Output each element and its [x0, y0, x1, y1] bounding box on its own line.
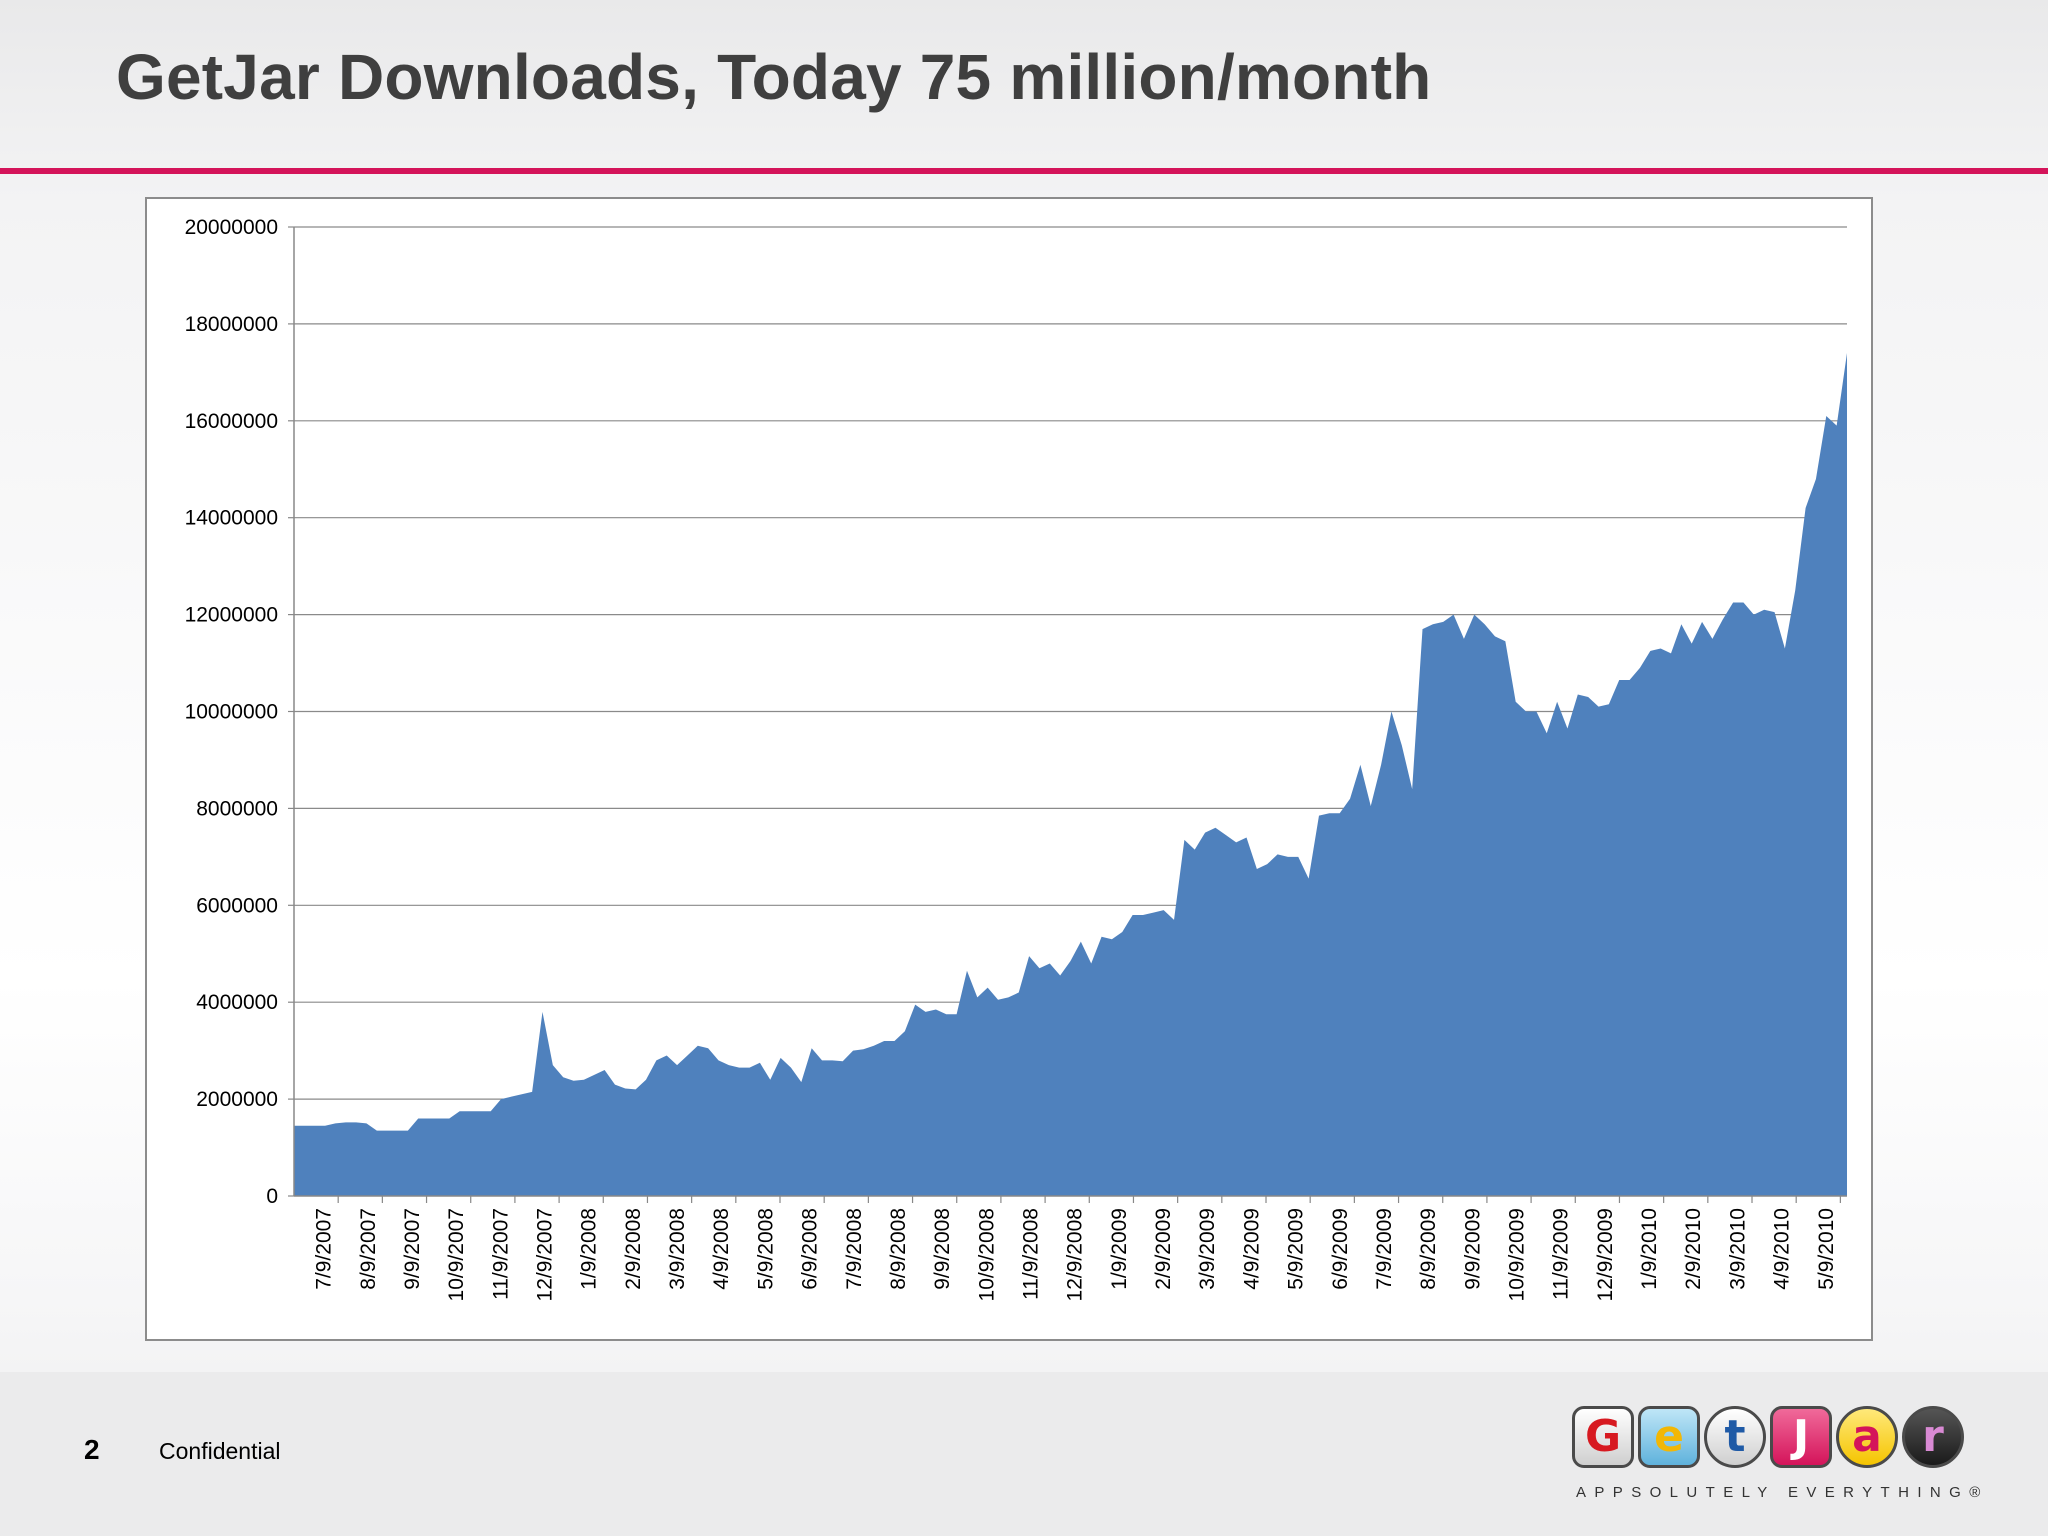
logo-letter-g: G — [1584, 1411, 1622, 1462]
logo-letter-r: r — [1922, 1411, 1944, 1462]
x-tick-label-19: 2/9/2009 — [1152, 1208, 1175, 1290]
x-tick-label-32: 3/9/2010 — [1726, 1208, 1749, 1290]
x-tick-label-34: 5/9/2010 — [1815, 1208, 1838, 1290]
title-accent-rule — [0, 168, 2048, 174]
x-tick-label-15: 10/9/2008 — [975, 1208, 998, 1301]
y-tick-label-1: 2000000 — [196, 1088, 278, 1111]
x-tick-label-5: 12/9/2007 — [533, 1208, 556, 1301]
x-tick-label-20: 3/9/2009 — [1196, 1208, 1219, 1290]
x-tick-label-27: 10/9/2009 — [1506, 1208, 1529, 1301]
x-tick-label-6: 1/9/2008 — [578, 1208, 601, 1290]
y-tick-label-8: 16000000 — [185, 410, 278, 433]
logo-tile-g: G — [1572, 1406, 1634, 1468]
x-tick-label-30: 1/9/2010 — [1638, 1208, 1661, 1290]
logo-tagline: APPSOLUTELY EVERYTHING® — [1576, 1484, 1989, 1501]
y-tick-label-9: 18000000 — [185, 313, 278, 336]
x-tick-label-10: 5/9/2008 — [754, 1208, 777, 1290]
logo-tile-r: r — [1902, 1406, 1964, 1468]
x-tick-label-23: 6/9/2009 — [1329, 1208, 1352, 1290]
x-tick-label-0: 7/9/2007 — [313, 1208, 336, 1290]
logo-letter-e: e — [1654, 1411, 1684, 1462]
logo-tile-t: t — [1704, 1406, 1766, 1468]
x-tick-label-29: 12/9/2009 — [1594, 1208, 1617, 1301]
slide-title: GetJar Downloads, Today 75 million/month — [116, 41, 1432, 113]
x-tick-label-11: 6/9/2008 — [799, 1208, 822, 1290]
y-tick-label-6: 12000000 — [185, 604, 278, 627]
downloads-area-chart: 0 2000000 4000000 6000000 8000000 10000000 120… — [185, 216, 1847, 1301]
x-tick-label-1: 8/9/2007 — [357, 1208, 380, 1290]
x-tick-label-14: 9/9/2008 — [931, 1208, 954, 1290]
page-number: 2 — [84, 1434, 100, 1465]
y-tick-label-7: 14000000 — [185, 507, 278, 530]
x-tick-label-3: 10/9/2007 — [445, 1208, 468, 1301]
x-tick-label-12: 7/9/2008 — [843, 1208, 866, 1290]
logo-letter-j: J — [1792, 1411, 1810, 1462]
logo-letter-t: t — [1724, 1411, 1746, 1462]
x-tick-label-16: 11/9/2008 — [1020, 1208, 1043, 1300]
x-tick-label-8: 3/9/2008 — [666, 1208, 689, 1290]
x-tick-label-18: 1/9/2009 — [1108, 1208, 1131, 1290]
y-tick-label-5: 10000000 — [185, 701, 278, 724]
logo-tile-j: J — [1770, 1406, 1832, 1468]
x-tick-label-7: 2/9/2008 — [622, 1208, 645, 1290]
logo-tile-a: a — [1836, 1406, 1898, 1468]
x-tick-label-26: 9/9/2009 — [1461, 1208, 1484, 1290]
x-tick-label-17: 12/9/2008 — [1064, 1208, 1087, 1301]
x-tick-label-22: 5/9/2009 — [1285, 1208, 1308, 1290]
x-tick-label-31: 2/9/2010 — [1682, 1208, 1705, 1290]
confidential-label: Confidential — [159, 1438, 281, 1464]
downloads-area-series — [294, 352, 1847, 1197]
x-tick-label-9: 4/9/2008 — [710, 1208, 733, 1290]
x-tick-label-33: 4/9/2010 — [1771, 1208, 1794, 1290]
logo-letter-a: a — [1852, 1411, 1882, 1462]
y-tick-label-4: 8000000 — [196, 797, 278, 820]
x-tick-label-25: 8/9/2009 — [1417, 1208, 1440, 1290]
slide-footer — [0, 1372, 2048, 1536]
y-tick-label-10: 20000000 — [185, 216, 278, 239]
y-tick-label-0: 0 — [266, 1185, 278, 1208]
y-tick-label-2: 4000000 — [196, 991, 278, 1014]
getjar-logo: G e t J a r APPSOLUTELY EVERYTHING® — [1570, 1398, 1990, 1508]
logo-tile-e: e — [1638, 1406, 1700, 1468]
x-tick-label-13: 8/9/2008 — [887, 1208, 910, 1290]
x-tick-label-21: 4/9/2009 — [1240, 1208, 1263, 1290]
x-tick-label-2: 9/9/2007 — [401, 1208, 424, 1290]
x-tick-label-28: 11/9/2009 — [1550, 1208, 1573, 1300]
x-tick-label-4: 11/9/2007 — [489, 1208, 512, 1300]
chart-frame: 0 2000000 4000000 6000000 8000000 10000000 120… — [145, 197, 1873, 1341]
x-tick-label-24: 7/9/2009 — [1373, 1208, 1396, 1290]
y-tick-label-3: 6000000 — [196, 894, 278, 917]
